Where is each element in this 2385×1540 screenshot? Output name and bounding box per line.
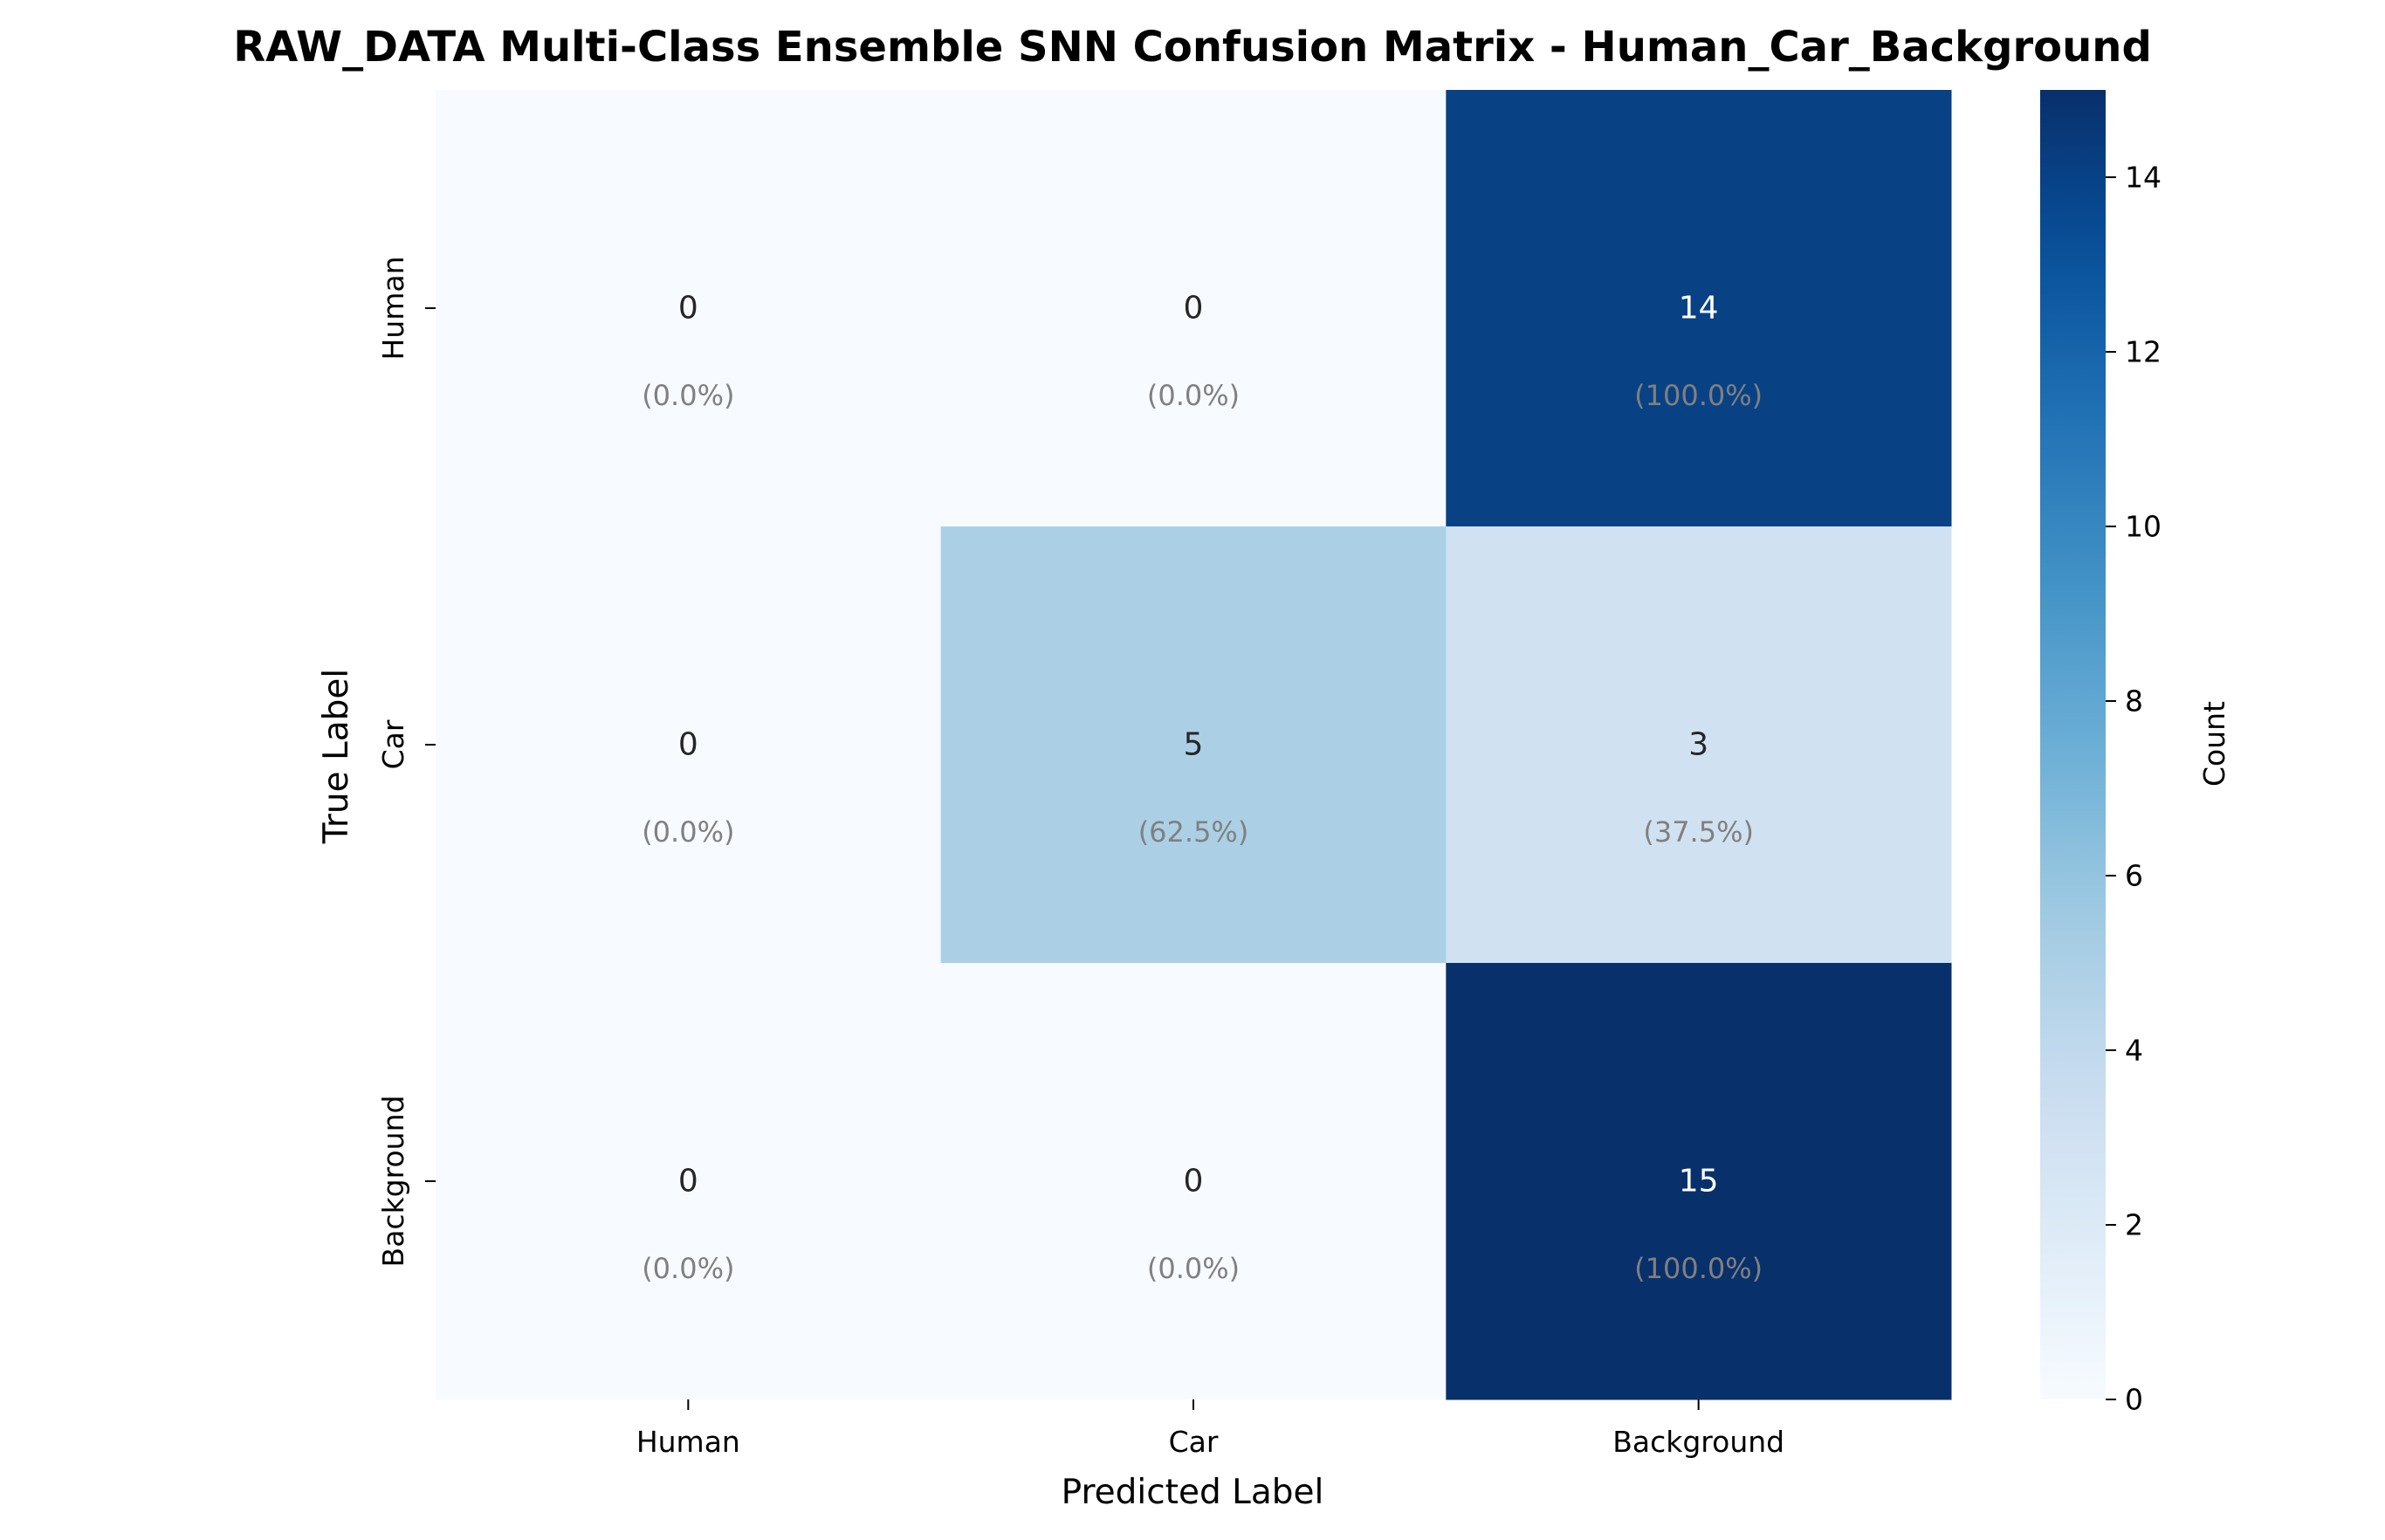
cell-count-label: 0: [678, 727, 698, 763]
colorbar: 0 2 4 6 8 10 12 14: [2040, 90, 2162, 1417]
colorbar-tick-label: 12: [2125, 335, 2162, 369]
colorbar-tick-label: 2: [2125, 1208, 2143, 1242]
colorbar-gradient: [2040, 90, 2106, 1399]
heatmap-cells: [436, 90, 1952, 1400]
y-axis: Human Car Background: [376, 256, 436, 1267]
colorbar-tick-label: 0: [2125, 1383, 2143, 1417]
y-axis-label: True Label: [317, 669, 356, 844]
heatmap-cell: [1446, 963, 1952, 1400]
cell-count-label: 5: [1184, 727, 1204, 763]
colorbar-tick-label: 4: [2125, 1034, 2143, 1068]
cell-percentage-label: (0.0%): [1147, 1252, 1240, 1285]
y-tick-label: Car: [376, 719, 410, 769]
x-tick-label: Human: [636, 1425, 740, 1459]
heatmap-annotations: 0 (0.0%) 0 (0.0%) 14 (100.0%) 0 (0.0%) 5 (62.5%) 3…: [642, 291, 1763, 1286]
cell-percentage-label: (0.0%): [642, 1252, 734, 1285]
cell-percentage-label: (0.0%): [1147, 379, 1240, 412]
chart-title: RAW_DATA Multi-Class Ensemble SNN Confus…: [233, 23, 2152, 72]
cell-count-label: 3: [1688, 727, 1708, 763]
cell-count-label: 0: [1184, 291, 1204, 327]
cell-percentage-label: (62.5%): [1138, 815, 1249, 849]
cell-count-label: 0: [1184, 1164, 1204, 1200]
heatmap-cell: [940, 526, 1447, 964]
y-tick-label: Human: [376, 256, 410, 360]
cell-percentage-label: (0.0%): [642, 379, 734, 412]
cell-count-label: 0: [678, 1164, 698, 1200]
heatmap-cell: [940, 963, 1447, 1400]
heatmap-cell: [436, 526, 942, 964]
heatmap-cell: [436, 90, 942, 527]
cell-percentage-label: (0.0%): [642, 815, 734, 849]
colorbar-tick-label: 6: [2125, 859, 2143, 893]
cell-count-label: 15: [1679, 1164, 1719, 1200]
colorbar-tick-label: 8: [2125, 684, 2143, 718]
cell-percentage-label: (100.0%): [1634, 379, 1763, 412]
heatmap-cell: [1446, 90, 1952, 527]
y-tick-label: Background: [376, 1096, 410, 1268]
x-axis-label: Predicted Label: [1062, 1473, 1324, 1512]
x-tick-label: Car: [1169, 1425, 1219, 1459]
cell-percentage-label: (100.0%): [1634, 1252, 1763, 1285]
colorbar-tick-label: 10: [2125, 510, 2162, 544]
x-tick-label: Background: [1612, 1425, 1784, 1459]
heatmap-cell: [436, 963, 942, 1400]
heatmap-cell: [1446, 526, 1952, 964]
cell-count-label: 0: [678, 291, 698, 327]
colorbar-tick-label: 14: [2125, 161, 2162, 195]
cell-percentage-label: (37.5%): [1643, 815, 1754, 849]
heatmap-cell: [940, 90, 1447, 527]
x-axis: Human Car Background: [636, 1399, 1784, 1459]
colorbar-label: Count: [2197, 701, 2231, 787]
cell-count-label: 14: [1679, 291, 1719, 327]
